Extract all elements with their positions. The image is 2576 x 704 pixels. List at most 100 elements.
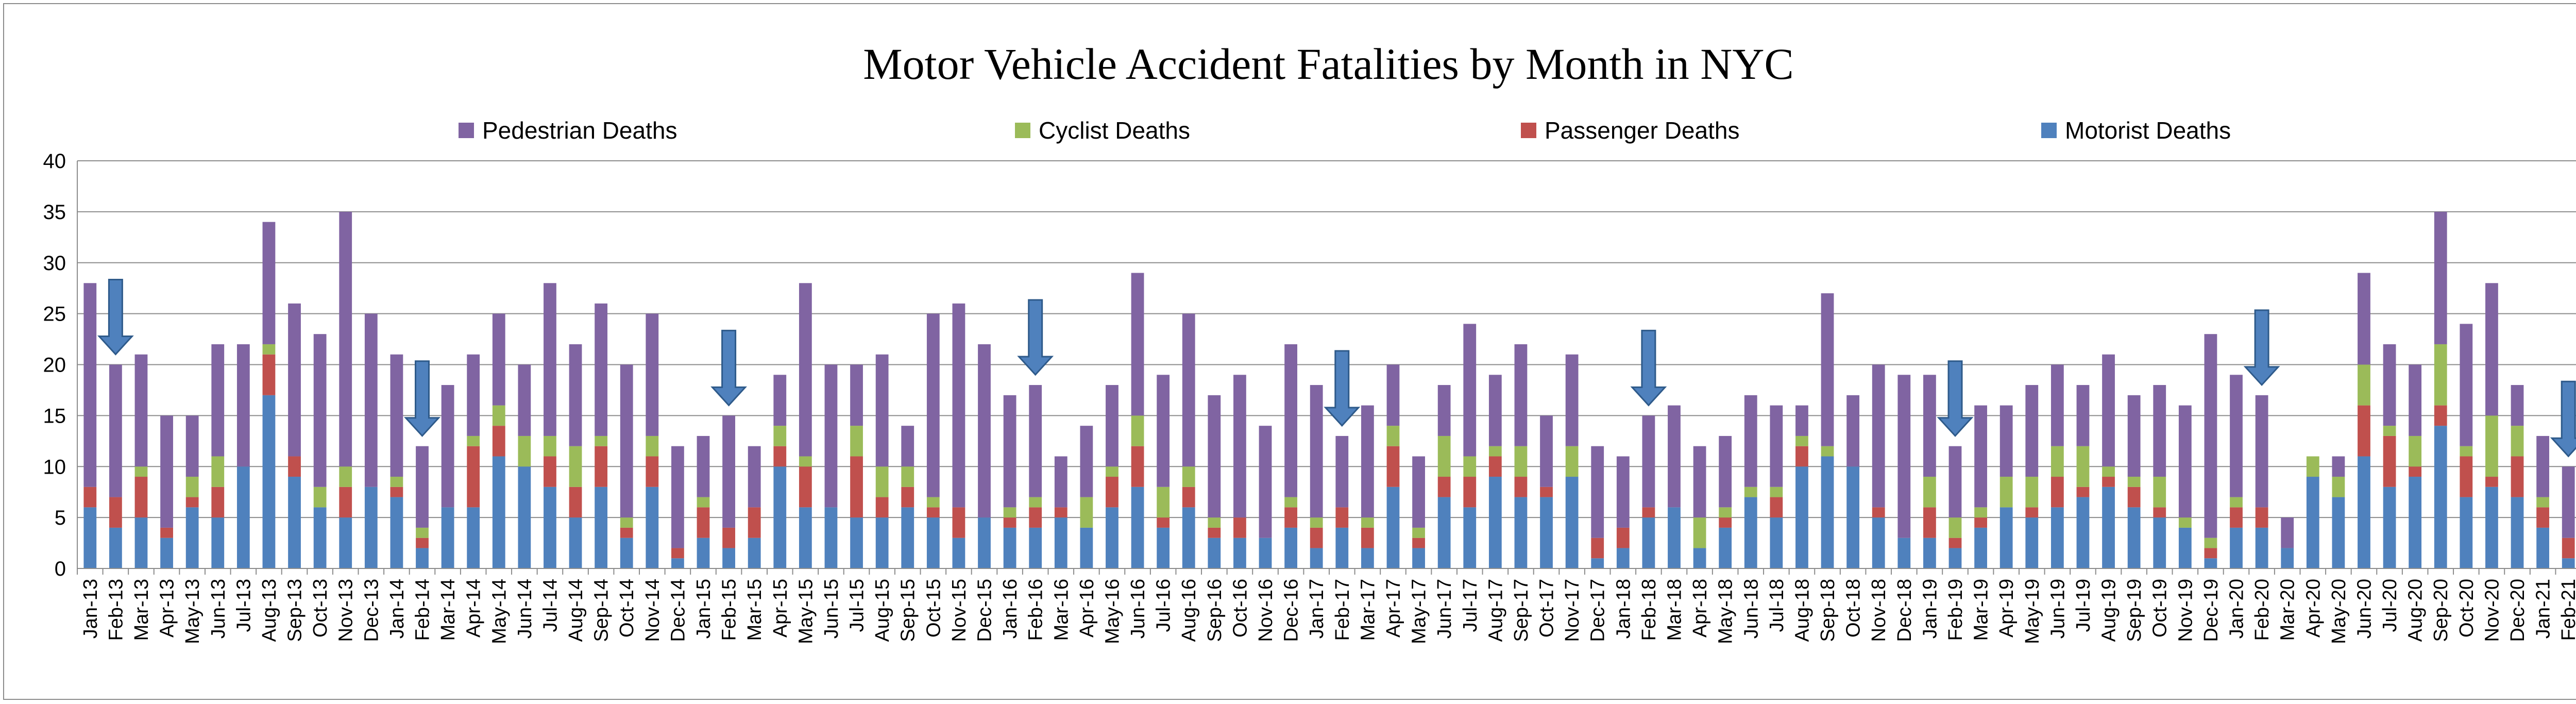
- bar-segment-pedestrian-deaths: [773, 375, 787, 426]
- bar-segment-pedestrian-deaths: [518, 364, 531, 436]
- bar-segment-pedestrian-deaths: [1335, 435, 1349, 508]
- bar-segment-motorist-deaths: [1642, 517, 1655, 568]
- down-arrow-icon: [1017, 299, 1054, 376]
- bar-segment-pedestrian-deaths: [1157, 375, 1170, 487]
- bar-segment-passenger-deaths: [2230, 507, 2243, 528]
- bar-segment-pedestrian-deaths: [1770, 405, 1783, 487]
- bar-segment-motorist-deaths: [595, 487, 608, 568]
- x-tick-label: Dec-14: [667, 579, 689, 642]
- bar-segment-passenger-deaths: [160, 527, 173, 538]
- x-tick-label: Dec-18: [1894, 579, 1916, 642]
- bar-segment-motorist-deaths: [2434, 426, 2447, 568]
- x-tick-label: Nov-15: [948, 579, 970, 642]
- bar-segment-passenger-deaths: [1463, 477, 1477, 508]
- bar-segment-pedestrian-deaths: [339, 211, 352, 467]
- bar-segment-motorist-deaths: [1795, 466, 1808, 568]
- down-arrow-icon: [97, 279, 134, 356]
- bar-segment-cyclist-deaths: [2178, 517, 2192, 528]
- bar-segment-passenger-deaths: [2255, 507, 2268, 528]
- bar-segment-cyclist-deaths: [2511, 426, 2524, 457]
- bar-segment-motorist-deaths: [1897, 538, 1911, 568]
- legend-label-passenger: Passenger Deaths: [1545, 117, 1740, 144]
- bar-segment-passenger-deaths: [1054, 507, 1067, 518]
- x-tick-label: Feb-18: [1638, 579, 1660, 641]
- bar-segment-cyclist-deaths: [620, 517, 633, 528]
- bar-segment-passenger-deaths: [2536, 507, 2550, 528]
- bar-segment-passenger-deaths: [926, 507, 940, 518]
- bar-segment-motorist-deaths: [2358, 456, 2370, 568]
- x-tick-label: Jan-20: [2226, 579, 2248, 639]
- bar-segment-cyclist-deaths: [467, 435, 480, 446]
- axes: 0 5 10 15 20 25 30 35 40 Jan-13 Feb-13 Mar-13 Apr-13…: [43, 150, 2576, 644]
- bar-segment-motorist-deaths: [1821, 456, 1834, 568]
- bar-segment-motorist-deaths: [1310, 548, 1323, 568]
- bar-segment-passenger-deaths: [1974, 517, 1987, 528]
- bar-segment-pedestrian-deaths: [2562, 466, 2575, 538]
- bar-segment-passenger-deaths: [1514, 477, 1528, 497]
- x-tick-label: Oct-20: [2456, 579, 2478, 638]
- bar-segment-motorist-deaths: [1488, 477, 1502, 568]
- bar-segment-motorist-deaths: [1616, 548, 1630, 568]
- bar-segment-pedestrian-deaths: [1668, 405, 1681, 508]
- bar-segment-motorist-deaths: [416, 548, 429, 568]
- bar-segment-motorist-deaths: [1284, 527, 1298, 568]
- bar-segment-passenger-deaths: [288, 456, 301, 477]
- bar-segment-pedestrian-deaths: [2434, 211, 2447, 344]
- bar-segment-motorist-deaths: [2076, 497, 2090, 568]
- x-tick-label: Dec-13: [361, 579, 382, 642]
- x-tick-label: Aug-17: [1485, 579, 1506, 642]
- bar-segment-passenger-deaths: [1437, 477, 1451, 497]
- bar-segment-pedestrian-deaths: [1616, 456, 1630, 528]
- x-tick-label: Nov-20: [2481, 579, 2503, 642]
- bar-segment-cyclist-deaths: [2536, 497, 2550, 508]
- x-tick-label: May-13: [182, 579, 204, 644]
- x-tick-label: Mar-13: [131, 579, 152, 641]
- bar-segment-pedestrian-deaths: [134, 354, 148, 467]
- bar-segment-pedestrian-deaths: [1540, 415, 1553, 487]
- bar-segment-cyclist-deaths: [1310, 517, 1323, 528]
- bar-segment-motorist-deaths: [1029, 527, 1042, 568]
- bar-segment-passenger-deaths: [211, 487, 225, 518]
- x-tick-label: Jun-13: [208, 579, 229, 639]
- bar-segment-cyclist-deaths: [595, 435, 608, 446]
- x-tick-label: Jul-19: [2073, 579, 2094, 632]
- bar-segment-pedestrian-deaths: [1437, 385, 1451, 436]
- bar-segment-motorist-deaths: [2153, 517, 2166, 568]
- x-tick-label: Oct-18: [1843, 579, 1865, 638]
- bar-segment-motorist-deaths: [850, 517, 863, 568]
- bar-segment-motorist-deaths: [185, 507, 199, 568]
- bar-segment-cyclist-deaths: [773, 426, 787, 446]
- bar-segment-passenger-deaths: [1770, 497, 1783, 518]
- bar-segment-motorist-deaths: [1770, 517, 1783, 568]
- bar-segment-pedestrian-deaths: [1514, 344, 1528, 446]
- bar-segment-motorist-deaths: [160, 538, 173, 568]
- x-tick-label: Aug-18: [1791, 579, 1813, 642]
- bar-segment-motorist-deaths: [236, 466, 250, 568]
- bar-segment-motorist-deaths: [1668, 507, 1681, 568]
- bar-segment-passenger-deaths: [2511, 456, 2524, 497]
- x-tick-label: Aug-15: [872, 579, 893, 642]
- bar-segment-passenger-deaths: [1182, 487, 1195, 508]
- bar-segment-pedestrian-deaths: [1386, 364, 1400, 426]
- bar-segment-pedestrian-deaths: [1259, 426, 1272, 538]
- bar-segment-pedestrian-deaths: [1693, 446, 1706, 518]
- bar-segment-cyclist-deaths: [1923, 477, 1936, 508]
- bar-segment-cyclist-deaths: [875, 466, 889, 497]
- x-tick-label: May-14: [488, 579, 510, 644]
- bar-segment-cyclist-deaths: [1284, 497, 1298, 508]
- bar-segment-motorist-deaths: [1514, 497, 1528, 568]
- x-tick-label: Dec-20: [2507, 579, 2529, 642]
- down-arrow-icon: [404, 360, 440, 437]
- bar-segment-pedestrian-deaths: [2230, 375, 2243, 497]
- bar-segment-motorist-deaths: [1054, 517, 1067, 568]
- bar-segment-passenger-deaths: [1412, 538, 1425, 548]
- bar-segment-motorist-deaths: [1923, 538, 1936, 568]
- bar-segment-pedestrian-deaths: [1233, 375, 1246, 518]
- bar-segment-pedestrian-deaths: [1591, 446, 1604, 538]
- x-tick-label: Apr-18: [1689, 579, 1711, 638]
- bar-segment-motorist-deaths: [2511, 497, 2524, 568]
- x-tick-label: Feb-16: [1025, 579, 1047, 641]
- bar-segment-pedestrian-deaths: [569, 344, 582, 446]
- bar-segment-pedestrian-deaths: [236, 344, 250, 467]
- bar-segment-cyclist-deaths: [1003, 507, 1016, 518]
